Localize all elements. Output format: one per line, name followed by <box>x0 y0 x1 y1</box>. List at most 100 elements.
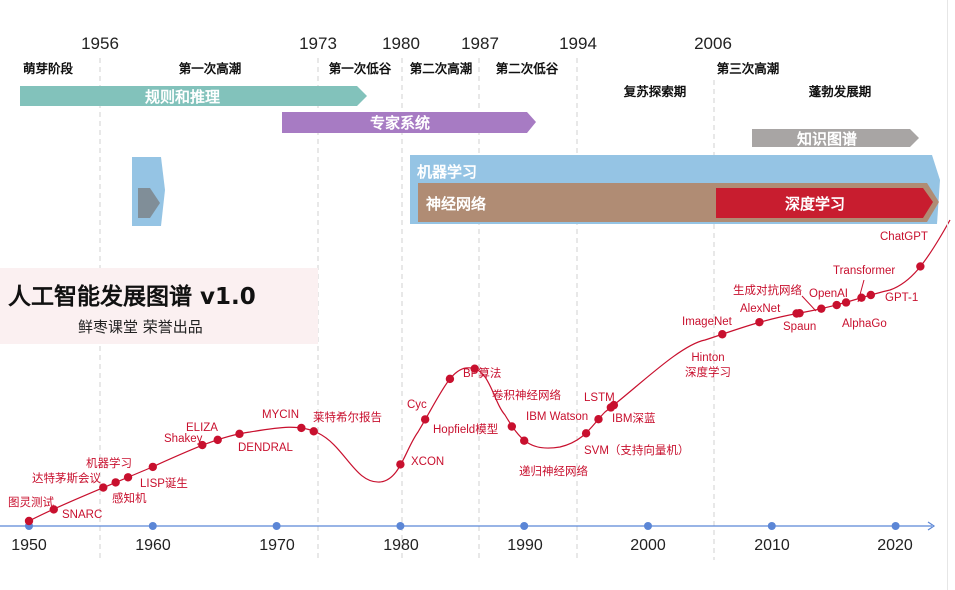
top-year-1980: 1980 <box>382 34 420 53</box>
axis-tick-dot-1980 <box>396 522 405 530</box>
event-dot-1 <box>49 505 58 514</box>
top-year-1987: 1987 <box>461 34 499 53</box>
event-dot-22 <box>755 317 764 327</box>
event-label-machine-learning: 机器学习 <box>86 458 132 470</box>
axis-tick-dot-2010 <box>767 522 776 530</box>
top-year-2006: 2006 <box>694 34 732 53</box>
phase-embryonic: 萌芽阶段 <box>22 61 74 76</box>
rules-band-label: 规则和推理 <box>145 87 221 106</box>
event-label-dendral: DENDRAL <box>238 442 293 454</box>
event-label-cyc: Cyc <box>407 399 427 411</box>
event-dot-14 <box>470 364 479 373</box>
axis-year-2010: 2010 <box>754 537 790 554</box>
axis-year-2000: 2000 <box>630 537 666 554</box>
event-label-imagenet: ImageNet <box>682 316 732 328</box>
event-dot-11 <box>396 460 405 469</box>
event-dot-15 <box>507 422 517 431</box>
early-nn-marker <box>138 188 160 218</box>
event-label-openai: OpenAI <box>809 288 848 300</box>
event-dot-8 <box>235 429 244 439</box>
top-year-1956: 1956 <box>81 34 119 53</box>
event-dot-2 <box>99 483 108 492</box>
event-label-ibm-watson: IBM Watson <box>526 411 589 423</box>
event-dot-0 <box>24 516 34 526</box>
event-label-snarc: SNARC <box>62 509 103 521</box>
event-dot-25 <box>817 304 826 313</box>
phase-second-boom: 第二次高潮 <box>409 61 473 76</box>
axis-tick-dot-2020 <box>891 522 900 530</box>
event-dot-3 <box>111 478 120 487</box>
event-label-ibm-deep-blue: IBM深蓝 <box>612 413 656 425</box>
dl-band-label: 深度学习 <box>785 194 846 213</box>
expert-band-label: 专家系统 <box>370 114 431 132</box>
event-label-bp-algorithm: BP算法 <box>463 368 502 380</box>
event-label-eliza: ELIZA <box>186 422 218 434</box>
event-label-dartmouth: 达特茅斯会议 <box>32 473 101 485</box>
axis-year-1950: 1950 <box>11 537 47 554</box>
phase-recovery: 复苏探索期 <box>623 84 687 99</box>
event-dot-20 <box>609 400 619 410</box>
right-edge-rule <box>947 0 948 590</box>
event-dot-18 <box>594 415 603 424</box>
gan-leader-line <box>801 295 817 312</box>
event-label-mycin: MYCIN <box>262 409 300 421</box>
event-dot-7 <box>213 435 222 445</box>
event-label-lstm: LSTM <box>584 392 615 404</box>
event-label-shakey: Shakey <box>164 433 203 445</box>
event-label-cnn: 卷积神经网络 <box>492 390 561 402</box>
technology-bands <box>20 86 940 226</box>
event-label-xcon: XCON <box>411 456 445 468</box>
event-label-transformer: Transformer <box>833 265 896 277</box>
event-dot-5 <box>148 462 157 472</box>
axis-tick-dot-1970 <box>272 522 281 530</box>
rules-band-shape <box>20 86 367 106</box>
event-dot-12 <box>420 415 430 424</box>
event-label-turing-test: 图灵测试 <box>8 497 54 509</box>
event-dot-16 <box>520 436 529 445</box>
event-dot-21 <box>718 330 727 339</box>
page-title: 人工智能发展图谱 v1.0 <box>8 284 256 310</box>
axis-tick-dot-1990 <box>520 522 529 530</box>
transformer-leader-line <box>857 279 865 303</box>
event-label-hinton-deep-learning: Hinton 深度学习 <box>685 352 731 379</box>
event-label-gpt1: GPT-1 <box>885 292 919 304</box>
event-dot-24 <box>795 308 804 318</box>
top-year-1973: 1973 <box>299 34 337 53</box>
axis-year-2020: 2020 <box>877 537 913 554</box>
event-label-perceptron: 感知机 <box>112 493 147 505</box>
nn-band-label: 神经网络 <box>426 194 487 213</box>
event-label-lighthill-report: 莱特希尔报告 <box>313 412 382 424</box>
knowledge-band-label: 知识图谱 <box>797 129 858 148</box>
progress-curve-line <box>28 219 951 522</box>
event-dot-30 <box>916 262 925 271</box>
event-dot-27 <box>841 298 851 307</box>
knowledge-band-shape <box>752 129 919 147</box>
event-dot-4 <box>123 473 133 482</box>
event-label-gan: 生成对抗网络 <box>733 285 802 297</box>
axis-year-1990: 1990 <box>507 537 543 554</box>
event-dot-9 <box>297 423 306 433</box>
event-label-alphago: AlphaGo <box>842 318 887 330</box>
phase-first-boom: 第一次高潮 <box>178 61 242 76</box>
event-dot-10 <box>309 427 318 436</box>
event-dot-29 <box>866 290 876 300</box>
expert-band-shape <box>282 112 536 133</box>
event-dot-13 <box>445 374 455 384</box>
event-label-chatgpt: ChatGPT <box>880 231 928 243</box>
event-label-alexnet: AlexNet <box>740 303 781 315</box>
axis-tick-dot-1960 <box>148 522 157 530</box>
event-label-spaun: Spaun <box>783 321 817 333</box>
time-axis-arrow <box>927 521 936 531</box>
top-year-1994: 1994 <box>559 34 597 53</box>
title-panel <box>0 268 318 344</box>
dl-band-shape <box>716 188 933 218</box>
phase-third-boom: 第三次高潮 <box>716 61 780 76</box>
event-label-hopfield: Hopfield模型 <box>433 424 499 436</box>
axis-year-1970: 1970 <box>259 537 295 554</box>
event-dot-17 <box>581 429 591 438</box>
phase-flourishing: 蓬勃发展期 <box>808 84 872 99</box>
